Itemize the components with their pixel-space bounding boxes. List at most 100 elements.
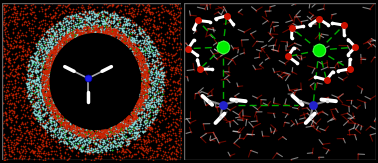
Point [100, 130, 106, 132]
Point [54, 52, 60, 54]
Point [97, 131, 103, 134]
Point [164, 87, 170, 89]
Point [136, 95, 143, 97]
Point [275, 50, 281, 52]
Point [28, 4, 34, 6]
Point [120, 24, 126, 26]
Point [125, 39, 131, 42]
Point [17, 130, 23, 133]
Point [176, 106, 182, 109]
Point [147, 62, 153, 65]
Point [38, 109, 44, 112]
Point [84, 133, 90, 136]
Point [45, 91, 51, 94]
Point [37, 89, 43, 92]
Point [46, 67, 53, 70]
Point [134, 111, 140, 114]
Point [120, 40, 126, 43]
Point [48, 115, 54, 118]
Point [33, 117, 39, 120]
Point [84, 150, 90, 153]
Point [127, 130, 133, 132]
Point [176, 26, 182, 29]
Point [16, 54, 22, 57]
Point [86, 16, 92, 19]
Point [156, 97, 162, 100]
Point [149, 87, 155, 89]
Point [14, 65, 20, 68]
Point [79, 134, 85, 137]
Point [55, 47, 61, 50]
Point [159, 70, 165, 73]
Point [145, 76, 151, 79]
Point [166, 106, 172, 109]
Point [38, 67, 44, 70]
Point [144, 111, 150, 114]
Point [53, 46, 59, 48]
Point [140, 55, 146, 58]
Point [130, 50, 136, 52]
Point [49, 116, 55, 119]
Point [43, 55, 50, 57]
Point [140, 70, 146, 73]
Point [68, 126, 74, 128]
Point [72, 136, 78, 138]
Point [135, 143, 141, 145]
Point [159, 6, 165, 9]
Point [230, 23, 236, 25]
Point [53, 139, 59, 142]
Point [49, 52, 55, 55]
Point [341, 24, 347, 26]
Point [8, 147, 14, 150]
Point [62, 21, 68, 23]
Point [174, 48, 180, 51]
Point [20, 89, 26, 92]
Point [149, 109, 155, 111]
Point [53, 52, 59, 54]
Point [110, 145, 116, 148]
Point [32, 16, 38, 19]
Point [95, 151, 101, 154]
Point [55, 22, 61, 24]
Point [91, 132, 97, 134]
Point [89, 134, 95, 137]
Point [57, 40, 63, 43]
Point [153, 98, 160, 101]
Point [32, 70, 38, 72]
Point [43, 95, 49, 98]
Point [136, 99, 142, 102]
Point [140, 36, 146, 38]
Point [46, 41, 52, 44]
Point [166, 93, 172, 95]
Point [169, 151, 175, 153]
Point [136, 24, 142, 27]
Point [48, 115, 54, 117]
Point [124, 141, 130, 144]
Point [172, 92, 178, 95]
Point [40, 58, 46, 60]
Point [124, 116, 130, 119]
Point [65, 152, 71, 155]
Point [33, 101, 39, 104]
Point [99, 136, 105, 138]
Point [143, 149, 149, 151]
Point [111, 125, 117, 127]
Point [35, 111, 41, 113]
Point [132, 52, 138, 55]
Point [39, 85, 45, 88]
Point [79, 158, 85, 161]
Point [99, 24, 105, 27]
Point [132, 40, 138, 43]
Point [68, 33, 74, 35]
Point [130, 118, 136, 120]
Point [53, 25, 59, 28]
Point [157, 80, 163, 83]
Point [11, 5, 17, 7]
Point [51, 114, 57, 117]
Point [19, 120, 25, 123]
Point [102, 144, 108, 147]
Point [152, 63, 158, 66]
Point [36, 27, 42, 29]
Point [172, 27, 178, 30]
Point [122, 22, 128, 25]
